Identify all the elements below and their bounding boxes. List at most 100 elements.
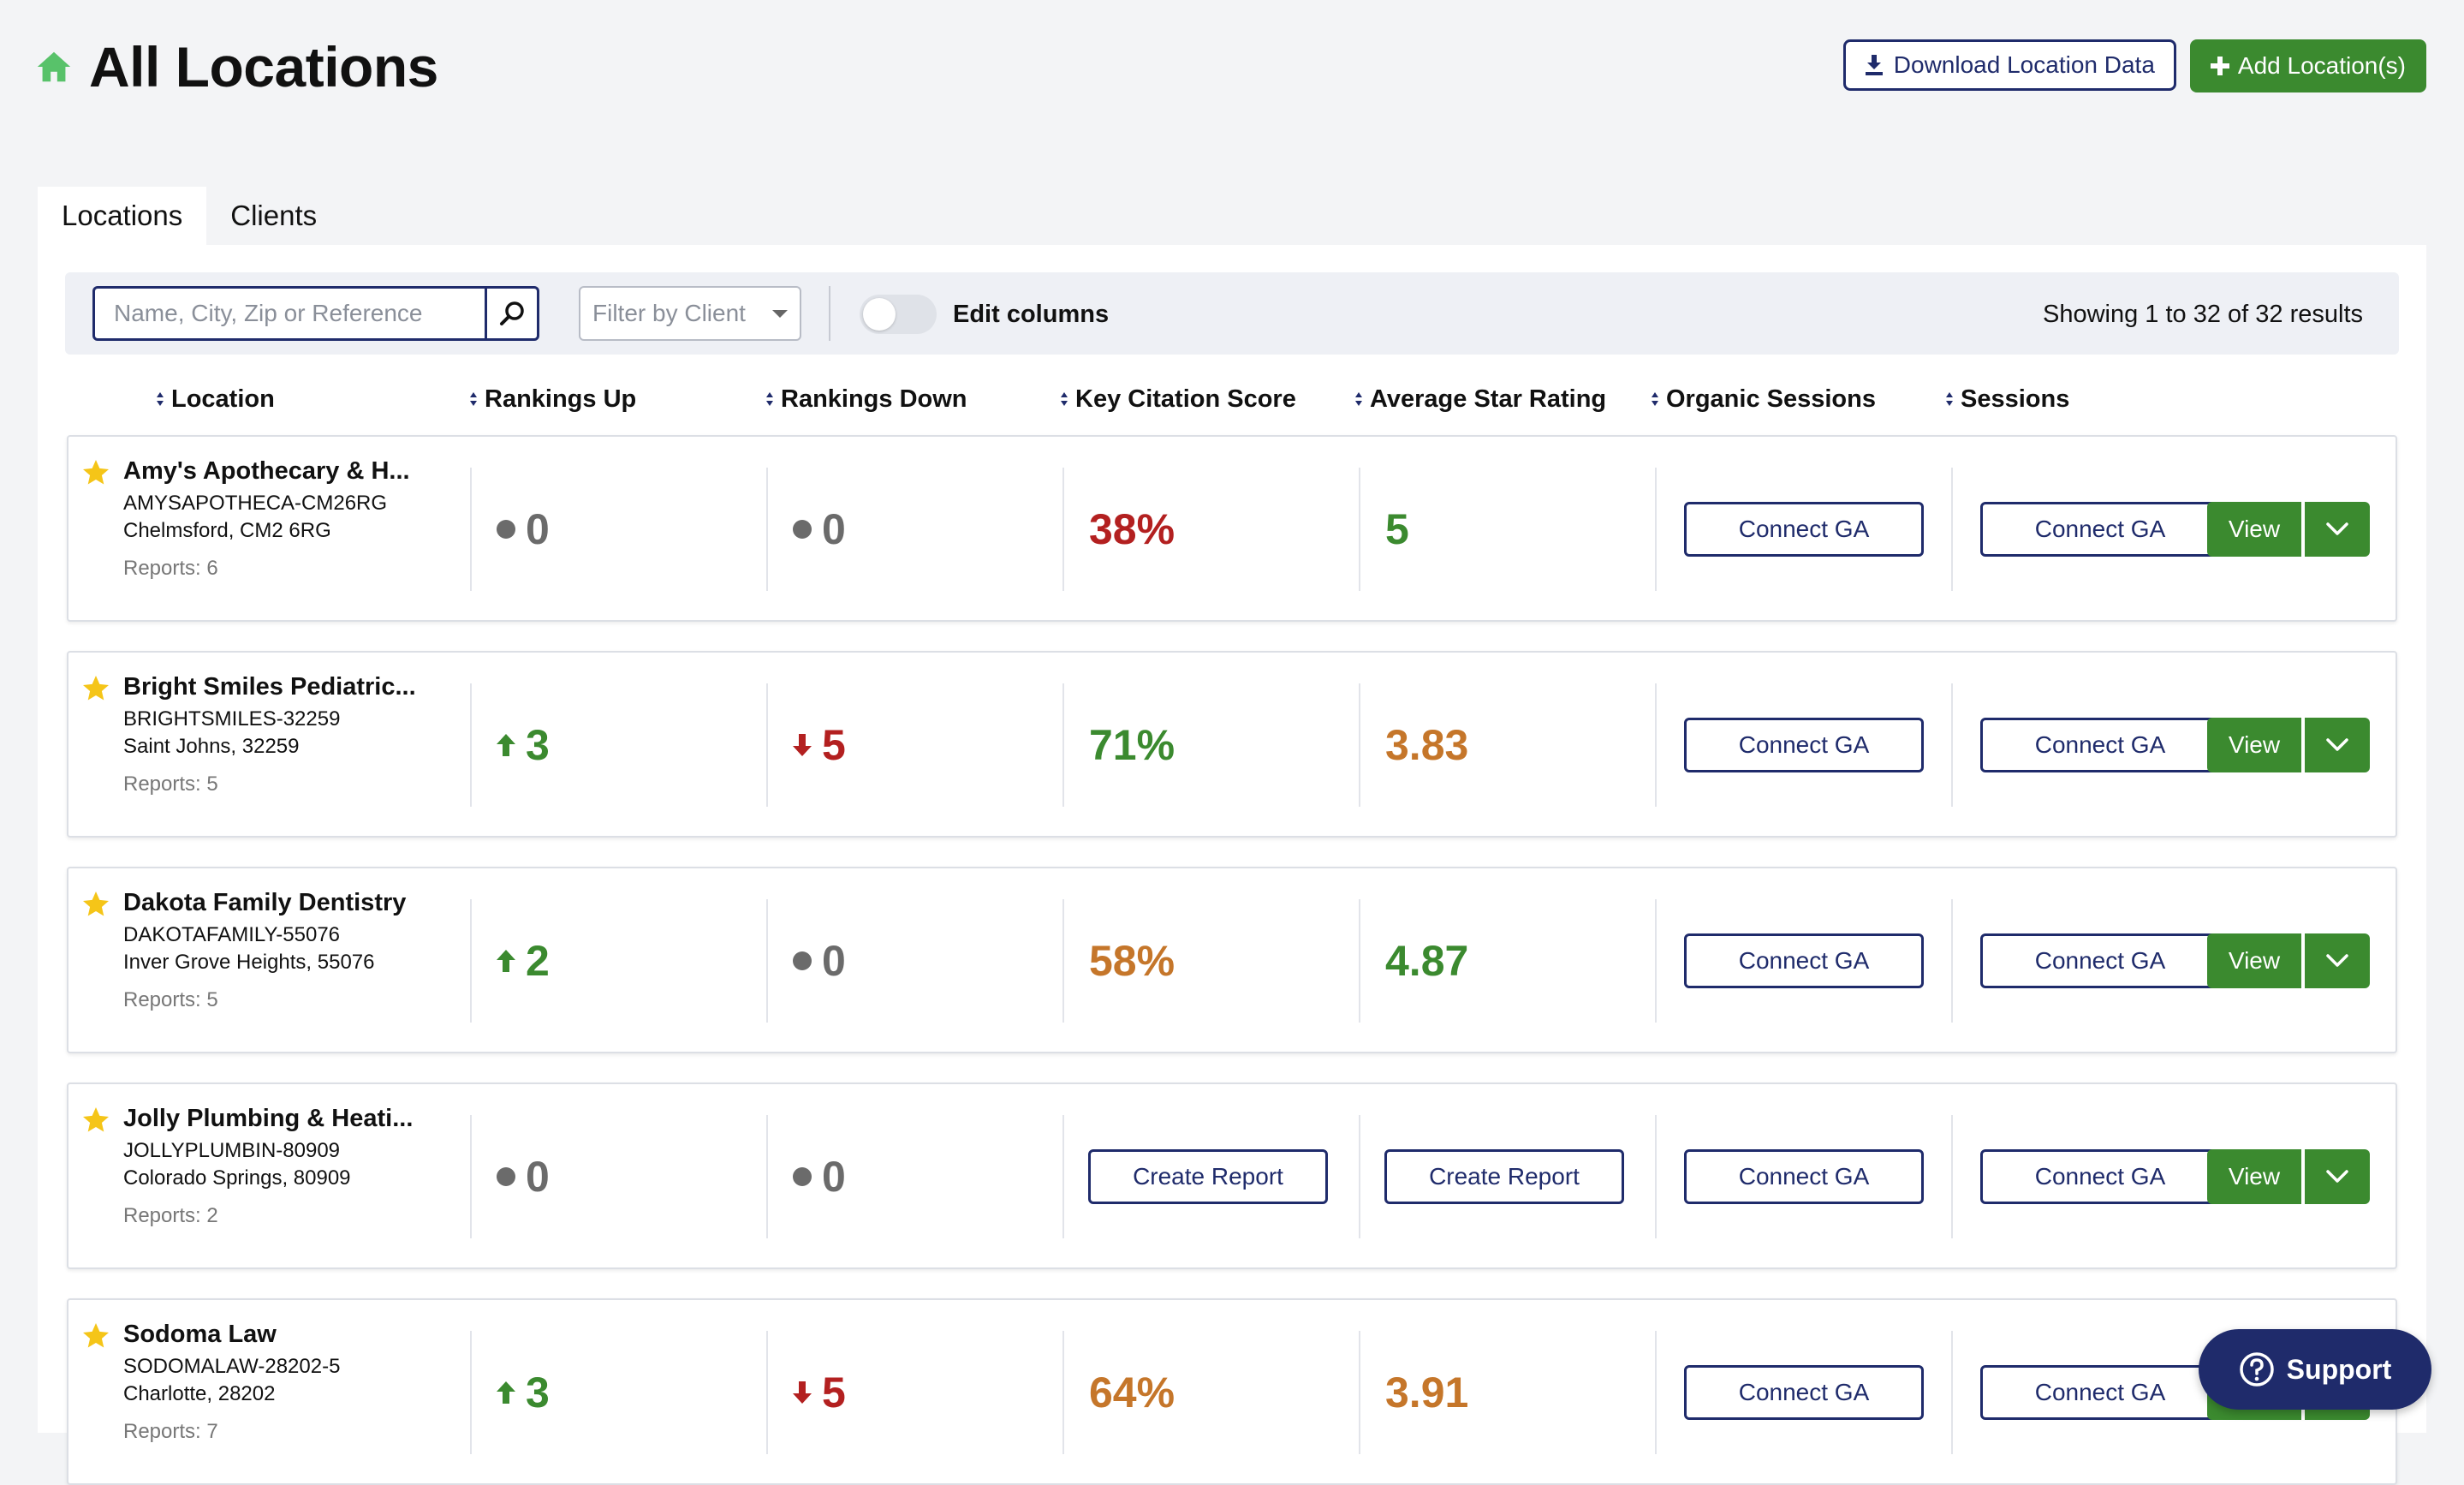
- location-name[interactable]: Jolly Plumbing & Heati...: [123, 1105, 414, 1132]
- organic-sessions-connect-ga-button[interactable]: Connect GA: [1684, 1365, 1924, 1420]
- column-header-average-star-rating[interactable]: Average Star Rating: [1354, 375, 1606, 423]
- location-reference: DAKOTAFAMILY-55076: [123, 923, 341, 946]
- cell-divider: [1951, 468, 1953, 591]
- rankings-up-number: 3: [526, 721, 550, 769]
- organic-sessions-connect-ga-button[interactable]: Connect GA: [1684, 718, 1924, 772]
- sort-icon: [766, 392, 773, 406]
- rankings-up-value: 3: [497, 719, 550, 771]
- cell-divider: [1062, 899, 1064, 1023]
- plus-icon: [2210, 57, 2229, 75]
- toolbar: Filter by Client Edit columns Showing 1 …: [65, 272, 2399, 355]
- sort-icon: [470, 392, 477, 406]
- header-actions: Download Location Data Add Location(s): [1842, 39, 2426, 92]
- rankings-up-number: 2: [526, 937, 550, 985]
- filter-by-client-select[interactable]: Filter by Client: [579, 286, 801, 341]
- download-icon: [1865, 55, 1883, 75]
- caret-down-icon: [772, 309, 788, 318]
- location-name[interactable]: Sodoma Law: [123, 1321, 277, 1348]
- sessions-connect-ga-button[interactable]: Connect GA: [1980, 1365, 2220, 1420]
- cell-divider: [1062, 468, 1064, 591]
- add-locations-button[interactable]: Add Location(s): [2189, 39, 2426, 92]
- support-label: Support: [2286, 1353, 2392, 1385]
- cell-divider: [1359, 1331, 1360, 1454]
- cell-divider: [470, 1115, 472, 1238]
- view-button[interactable]: View: [2207, 718, 2301, 772]
- view-button[interactable]: View: [2207, 1149, 2301, 1204]
- location-reports: Reports: 5: [123, 988, 218, 1011]
- cell-divider: [1359, 1115, 1360, 1238]
- cell-divider: [470, 899, 472, 1023]
- location-address: Colorado Springs, 80909: [123, 1166, 351, 1190]
- star-icon[interactable]: [80, 673, 111, 704]
- create-report-button[interactable]: Create Report: [1384, 1149, 1624, 1204]
- location-name[interactable]: Dakota Family Dentistry: [123, 889, 407, 916]
- rankings-down-number: 5: [822, 721, 846, 769]
- create-report-button[interactable]: Create Report: [1088, 1149, 1328, 1204]
- average-star-rating-value: 5: [1385, 505, 1409, 553]
- view-options-dropdown[interactable]: [2305, 718, 2370, 772]
- organic-sessions-connect-ga-button[interactable]: Connect GA: [1684, 502, 1924, 557]
- toggle-knob: [863, 298, 896, 331]
- location-name[interactable]: Bright Smiles Pediatric...: [123, 673, 416, 701]
- location-row: Jolly Plumbing & Heati... JOLLYPLUMBIN-80…: [67, 1082, 2397, 1269]
- cell-divider: [1655, 899, 1657, 1023]
- cell-divider: [1655, 1115, 1657, 1238]
- sessions-connect-ga-button[interactable]: Connect GA: [1980, 718, 2220, 772]
- results-count: Showing 1 to 32 of 32 results: [2042, 301, 2363, 328]
- cell-divider: [1655, 468, 1657, 591]
- view-options-dropdown[interactable]: [2305, 1149, 2370, 1204]
- search-input[interactable]: [95, 289, 485, 338]
- location-reports: Reports: 2: [123, 1204, 218, 1227]
- cell-divider: [1359, 683, 1360, 807]
- cell-divider: [1062, 1331, 1064, 1454]
- support-button[interactable]: Support: [2199, 1329, 2431, 1410]
- download-button-label: Download Location Data: [1893, 51, 2155, 78]
- neutral-dot-icon: [497, 1167, 515, 1186]
- view-options-dropdown[interactable]: [2305, 933, 2370, 988]
- location-row: Sodoma Law SODOMALAW-28202-5 Charlotte, 28…: [67, 1298, 2397, 1485]
- search-icon: [500, 301, 524, 325]
- column-header-location[interactable]: Location: [156, 375, 275, 423]
- column-header-sessions[interactable]: Sessions: [1945, 375, 2069, 423]
- rankings-down-value: 5: [793, 719, 846, 771]
- column-header-rankings-down[interactable]: Rankings Down: [765, 375, 967, 423]
- neutral-dot-icon: [793, 520, 812, 539]
- column-header-organic-sessions[interactable]: Organic Sessions: [1651, 375, 1876, 423]
- location-reports: Reports: 5: [123, 772, 218, 796]
- tab-locations[interactable]: Locations: [38, 187, 207, 245]
- rankings-down-number: 0: [822, 1153, 846, 1201]
- key-citation-score-value: 71%: [1089, 721, 1175, 769]
- sessions-connect-ga-button[interactable]: Connect GA: [1980, 502, 2220, 557]
- organic-sessions-connect-ga-button[interactable]: Connect GA: [1684, 933, 1924, 988]
- view-options-dropdown[interactable]: [2305, 502, 2370, 557]
- toolbar-divider: [829, 286, 830, 341]
- search-button[interactable]: [485, 289, 537, 338]
- column-header-label: Sessions: [1961, 385, 2070, 413]
- star-icon[interactable]: [80, 1105, 111, 1136]
- sort-icon: [1652, 392, 1658, 406]
- cell-divider: [766, 1115, 768, 1238]
- sessions-connect-ga-button[interactable]: Connect GA: [1980, 933, 2220, 988]
- location-address: Chelmsford, CM2 6RG: [123, 519, 331, 542]
- column-header-rankings-up[interactable]: Rankings Up: [469, 375, 636, 423]
- star-icon[interactable]: [80, 457, 111, 488]
- star-icon[interactable]: [80, 889, 111, 920]
- edit-columns-toggle[interactable]: [860, 295, 937, 334]
- key-citation-score-value: 58%: [1089, 937, 1175, 985]
- tab-clients[interactable]: Clients: [230, 200, 318, 231]
- edit-columns-label: Edit columns: [953, 301, 1110, 328]
- column-header-key-citation-score[interactable]: Key Citation Score: [1060, 375, 1296, 423]
- home-icon: [37, 51, 71, 82]
- arrow-up-icon: [497, 734, 515, 756]
- view-button[interactable]: View: [2207, 933, 2301, 988]
- view-button[interactable]: View: [2207, 502, 2301, 557]
- cell-divider: [1062, 683, 1064, 807]
- organic-sessions-connect-ga-button[interactable]: Connect GA: [1684, 1149, 1924, 1204]
- download-location-data-button[interactable]: Download Location Data: [1842, 39, 2176, 91]
- location-name[interactable]: Amy's Apothecary & H...: [123, 457, 410, 485]
- sort-icon: [1061, 392, 1068, 406]
- star-icon[interactable]: [80, 1321, 111, 1351]
- sessions-connect-ga-button[interactable]: Connect GA: [1980, 1149, 2220, 1204]
- filter-select-label: Filter by Client: [592, 300, 746, 326]
- rankings-up-value: 2: [497, 935, 550, 987]
